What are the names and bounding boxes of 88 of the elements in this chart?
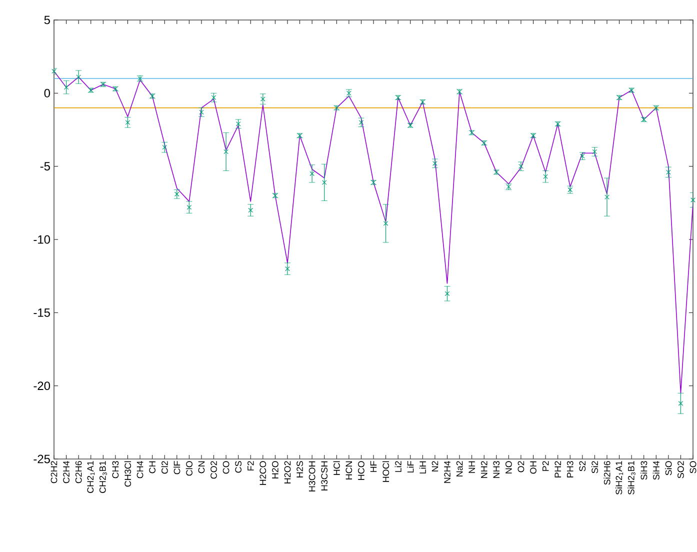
- x-tick-label: Na2: [456, 461, 463, 476]
- x-tick-label: PH2: [554, 461, 561, 478]
- x-tick-label: Li2: [394, 461, 402, 472]
- point: [358, 120, 364, 125]
- x-tick-label: N2H4: [444, 460, 450, 483]
- x-tick-label: CO2: [210, 461, 217, 479]
- x-tick-label: Cl2: [161, 461, 168, 474]
- x-tick-label: Si2: [591, 461, 598, 474]
- point: [518, 164, 524, 169]
- point: [678, 400, 684, 406]
- x-tick-label: NH3: [493, 461, 500, 478]
- x-tick-label: CS: [235, 461, 242, 473]
- y-tick-label: -10: [34, 235, 50, 244]
- x-tick-label: LiH: [419, 461, 426, 474]
- x-tick-label: ClF: [174, 461, 180, 474]
- point: [592, 149, 598, 154]
- point: [76, 74, 81, 80]
- x-tick-label: SiO: [665, 461, 672, 476]
- x-tick-label: C2H6: [75, 461, 82, 484]
- point: [211, 95, 216, 100]
- x-tick-label: SO2: [678, 461, 684, 478]
- x-tick-label: NH: [468, 461, 475, 473]
- point: [64, 84, 69, 90]
- point: [432, 160, 438, 166]
- point: [52, 68, 56, 74]
- x-tick-label: HF: [370, 461, 377, 472]
- x-tick-label: H2O2: [284, 461, 291, 484]
- point: [162, 144, 168, 150]
- x-tick-label: H3CSH: [321, 461, 328, 490]
- x-tick-label: CH3: [112, 461, 119, 478]
- x-tick-label: HCN: [346, 461, 352, 480]
- point: [260, 96, 266, 102]
- x-tick-label: C2H4: [63, 460, 70, 484]
- x-tick-label: ClO: [186, 461, 192, 476]
- x-tick-label: LiF: [407, 461, 414, 472]
- point: [236, 121, 241, 126]
- x-tick-label: HCO: [358, 461, 364, 480]
- x-tick-label: H3COH: [308, 461, 316, 492]
- line-series: [54, 70, 694, 394]
- point: [604, 194, 610, 200]
- x-tick-label: SO: [690, 461, 696, 474]
- x-tick-label: SiH2$_{1}$A1: [616, 461, 624, 495]
- point: [248, 208, 254, 213]
- point: [285, 266, 290, 272]
- x-tick-label: CH: [149, 461, 156, 474]
- x-tick-label: F2: [247, 461, 254, 470]
- x-tick-label: CO: [222, 461, 230, 474]
- x-tick-label: S2: [579, 461, 586, 472]
- x-tick-label: OH: [530, 461, 536, 474]
- point: [310, 171, 314, 176]
- x-tick-label: Si2H6: [604, 461, 610, 485]
- x-tick-label: C2H2: [50, 461, 58, 484]
- x-tick-label: SiH4: [652, 460, 660, 480]
- x-tick-label: CH4: [136, 460, 144, 478]
- x-tick-label: H2S: [296, 461, 303, 478]
- x-tick-label: CH3Cl: [124, 461, 132, 487]
- y-tick-label: -5: [40, 162, 50, 170]
- x-tick-label: CN: [198, 461, 205, 474]
- point: [444, 291, 450, 296]
- x-tick-label: PH3: [566, 461, 574, 478]
- x-tick-label: CH2$_{1}$A1: [87, 461, 95, 493]
- point: [690, 198, 696, 202]
- x-tick-label: HOCl: [382, 461, 390, 482]
- x-tick-label: HCl: [333, 461, 340, 475]
- x-tick-label: P2: [542, 461, 549, 471]
- x-tick-label: H2CO: [260, 461, 266, 485]
- x-tick-label: NO: [505, 461, 512, 474]
- x-tick-label: SiH2$_{3}$B1: [628, 461, 636, 495]
- y-tick-label: 0: [44, 88, 50, 98]
- y-tick-label: -15: [34, 308, 50, 317]
- point: [543, 174, 548, 179]
- point: [224, 149, 228, 154]
- point: [322, 180, 327, 185]
- point: [383, 220, 388, 226]
- x-tick-label: CH2$_{3}$B1: [99, 461, 107, 493]
- x-tick-label: O2: [518, 461, 524, 472]
- y-tick-label: -20: [34, 382, 50, 390]
- x-tick-label: H2O: [272, 461, 278, 478]
- point: [186, 204, 192, 210]
- point: [174, 192, 180, 197]
- x-tick-label: NH2: [480, 461, 488, 478]
- y-tick-label: 5: [44, 16, 50, 24]
- y-tick-label: -25: [34, 454, 50, 464]
- x-tick-label: SiH3: [640, 461, 648, 480]
- point: [125, 120, 130, 125]
- point: [199, 110, 204, 115]
- point: [666, 170, 671, 175]
- x-tick-label: N2: [432, 461, 438, 472]
